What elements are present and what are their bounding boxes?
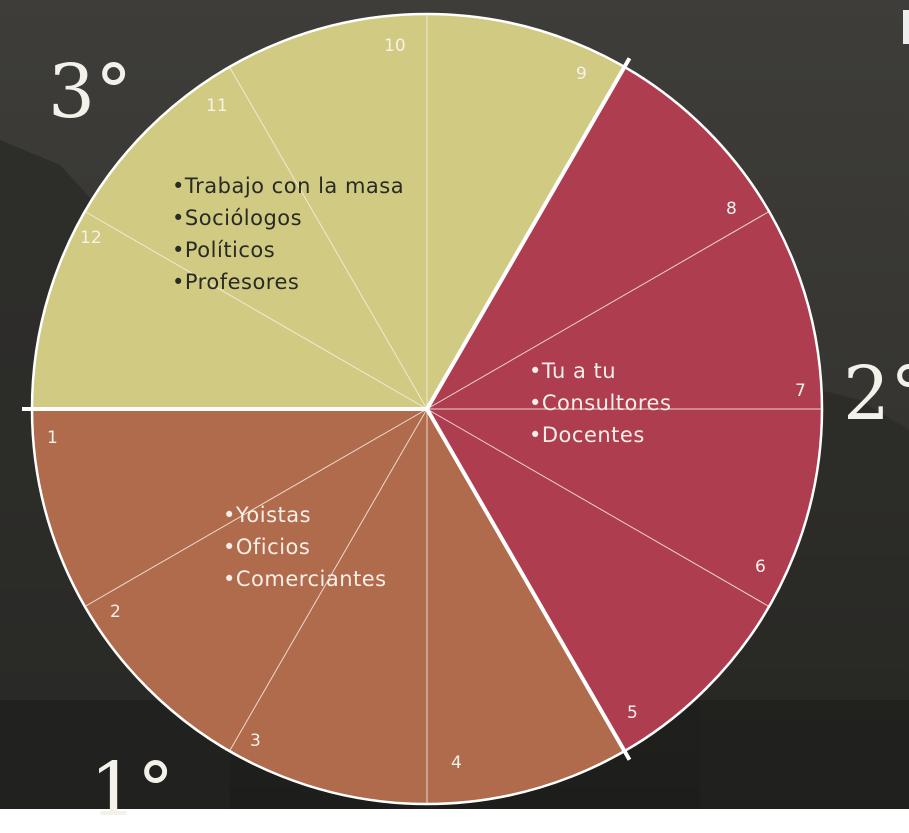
segment-number-1: 1 — [47, 428, 58, 448]
segment-number-11: 11 — [206, 96, 228, 116]
segment-spoke — [229, 66, 428, 410]
tier-3-label: 3° — [48, 49, 133, 135]
segment-spoke — [426, 211, 770, 410]
tier-3-group: •Trabajo con la masa •Sociólogos •Políti… — [172, 170, 404, 298]
tier-1-label: 1° — [90, 747, 175, 833]
tier-1-item: •Comerciantes — [223, 567, 387, 591]
tier-1-item: •Yoistas — [223, 503, 312, 527]
tier-1-sector — [31, 409, 625, 805]
tier-wheel — [22, 13, 822, 805]
tier-3-item: •Sociólogos — [172, 206, 303, 230]
tier-divider — [425, 57, 632, 411]
segment-number-8: 8 — [726, 199, 737, 219]
tier-2-item: •Docentes — [529, 423, 645, 447]
tier-3-item: •Profesores — [172, 270, 300, 294]
tier-2-item: •Consultores — [529, 391, 672, 415]
segment-number-4: 4 — [451, 753, 462, 773]
tier-1-item: •Oficios — [223, 535, 311, 559]
segment-spoke — [426, 408, 770, 607]
segment-number-6: 6 — [755, 557, 766, 577]
tier-1-group: •Yoistas •Oficios •Comerciantes — [223, 499, 387, 595]
tier-2-item: •Tu a tu — [529, 359, 617, 383]
segment-number-9: 9 — [576, 64, 587, 84]
segment-number-5: 5 — [627, 703, 638, 723]
segment-spoke — [84, 408, 428, 607]
segment-number-10: 10 — [384, 36, 406, 56]
tier-dividers — [22, 57, 632, 761]
tier-2-group: •Tu a tu •Consultores •Docentes — [529, 355, 671, 451]
segment-number-12: 12 — [80, 228, 102, 248]
segment-number-7: 7 — [795, 381, 806, 401]
segment-number-3: 3 — [250, 731, 261, 751]
tier-2-label: 2° — [843, 351, 909, 437]
segment-number-2: 2 — [110, 602, 121, 622]
segment-spoke — [229, 408, 428, 752]
tier-3-item: •Trabajo con la masa — [172, 174, 405, 198]
scrollbar-edge — [903, 10, 909, 44]
tier-divider — [425, 408, 632, 761]
tier-3-sector — [32, 13, 625, 410]
segment-spoke — [84, 211, 428, 410]
tier-3-item: •Políticos — [172, 238, 276, 262]
